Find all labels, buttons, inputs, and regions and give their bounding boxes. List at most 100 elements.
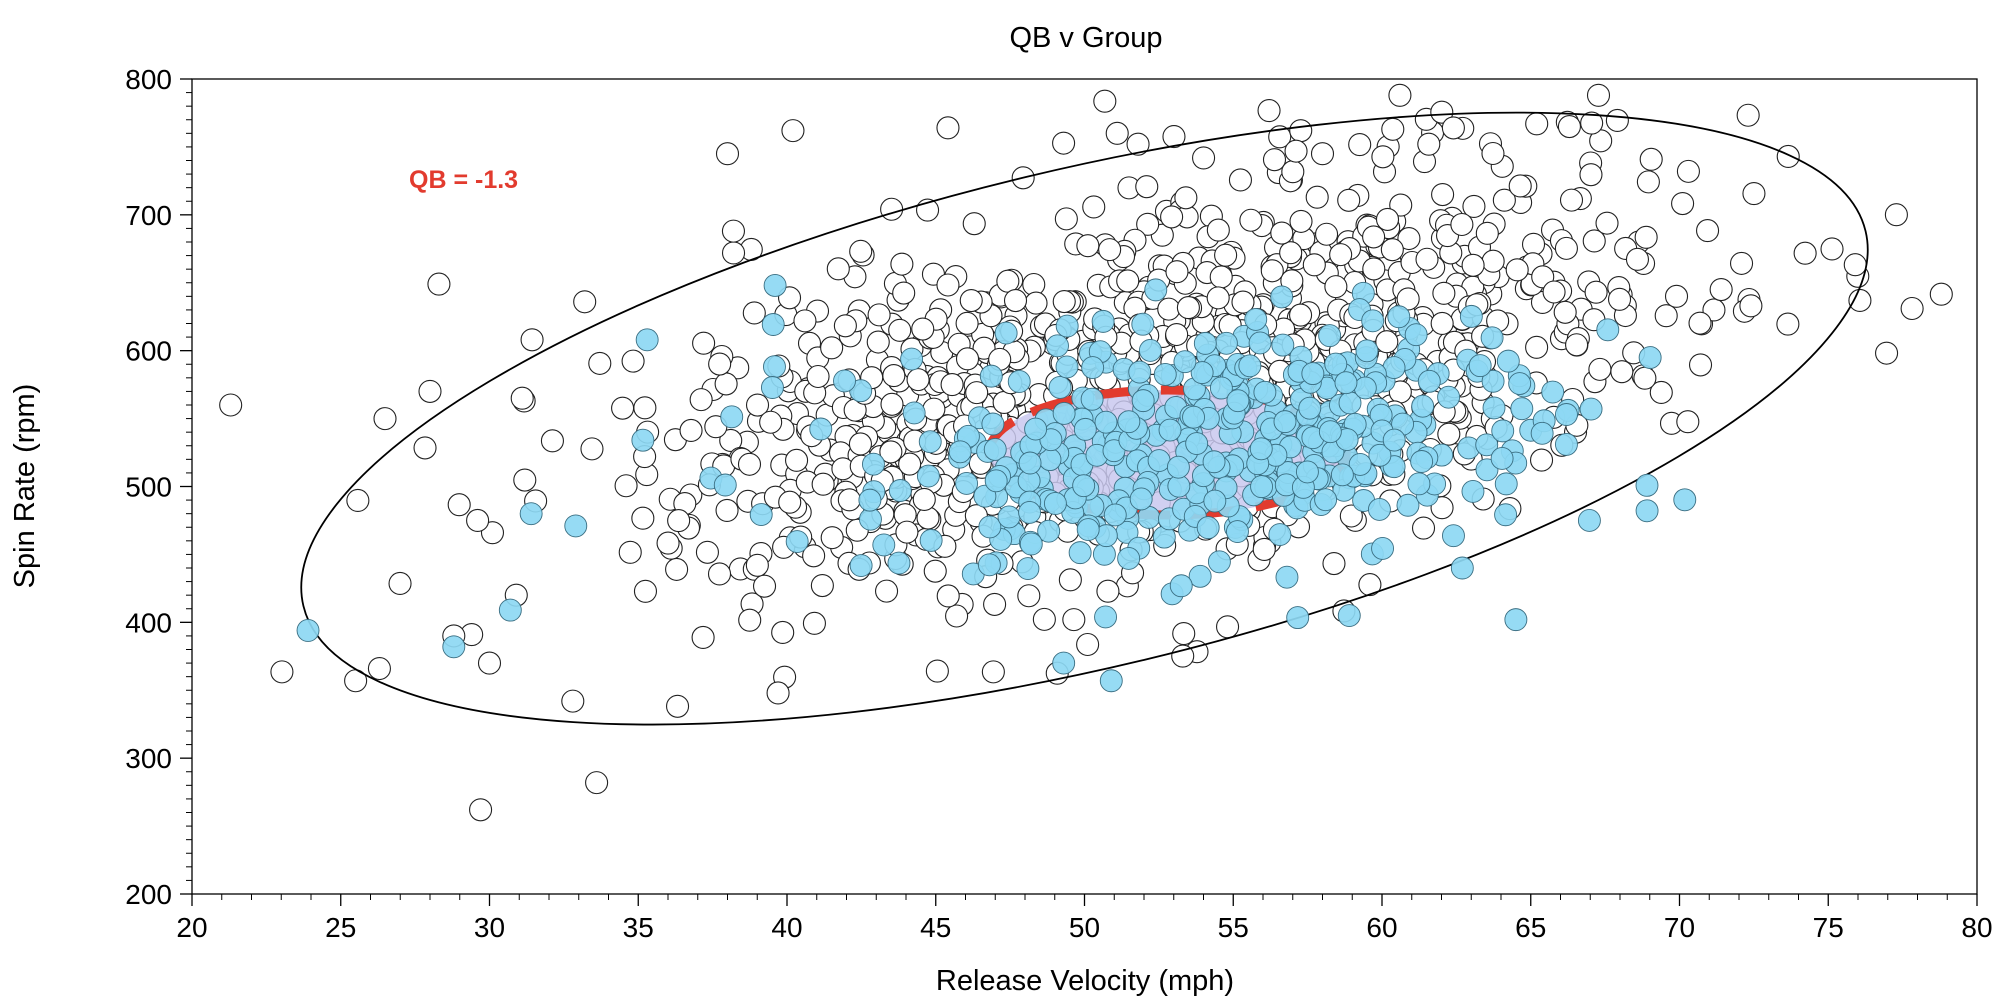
qb-point <box>763 355 786 379</box>
qb-point <box>1417 369 1441 393</box>
qb-point <box>1144 278 1168 302</box>
group-point <box>708 352 732 376</box>
group-point <box>875 579 899 603</box>
qb-point <box>1117 410 1141 434</box>
group-point <box>912 487 936 511</box>
group-point <box>656 531 680 555</box>
qb-point <box>1226 520 1249 544</box>
group-point <box>1676 159 1700 183</box>
qb-point <box>1554 403 1578 426</box>
qb-point <box>1249 437 1273 461</box>
group-point <box>1126 132 1150 156</box>
group-point <box>955 311 979 335</box>
qb-point <box>1103 503 1127 527</box>
qb-point <box>1496 349 1520 373</box>
group-point <box>1739 294 1763 318</box>
x-tick-label: 50 <box>1069 912 1100 943</box>
group-point <box>1776 144 1800 169</box>
x-tick-label: 35 <box>623 912 654 943</box>
qb-point <box>1494 472 1518 496</box>
group-point <box>1032 607 1056 631</box>
qb-point <box>994 321 1018 345</box>
group-point <box>1024 291 1048 315</box>
group-point <box>996 269 1020 293</box>
group-point <box>837 488 861 512</box>
qb-point <box>1508 372 1532 395</box>
qb-point <box>1268 523 1292 547</box>
y-tick-label: 700 <box>125 200 172 231</box>
qb-point <box>979 364 1003 388</box>
group-point <box>1052 131 1076 155</box>
qb-point <box>1541 380 1565 404</box>
group-point <box>469 798 493 822</box>
qb-point <box>1073 417 1097 441</box>
group-point <box>906 368 930 392</box>
group-point <box>1305 185 1329 209</box>
qb-point <box>1324 352 1348 376</box>
x-tick-label: 60 <box>1366 912 1397 943</box>
group-point <box>1542 280 1566 304</box>
qb-point <box>1510 397 1534 421</box>
qb-point <box>1459 304 1483 328</box>
group-point <box>1742 182 1766 206</box>
qb-point <box>1437 385 1461 409</box>
group-point <box>1096 579 1120 603</box>
group-point <box>1228 168 1252 192</box>
qb-point <box>1367 497 1391 521</box>
group-point <box>1430 311 1454 335</box>
group-point <box>270 660 294 684</box>
group-point <box>1289 119 1313 143</box>
group-point <box>965 381 989 405</box>
qb-point <box>1182 405 1205 429</box>
group-point <box>833 314 857 338</box>
qb-point <box>760 376 784 399</box>
plot-area <box>219 83 1953 822</box>
qb-point <box>1055 355 1079 379</box>
group-point <box>945 604 969 628</box>
group-point <box>1105 121 1129 145</box>
group-point <box>1389 193 1413 217</box>
group-point <box>1054 207 1078 231</box>
group-point <box>1430 496 1454 520</box>
qb-point <box>1355 339 1379 363</box>
group-point <box>510 386 534 410</box>
qb-point <box>1018 451 1042 475</box>
qb-point <box>1490 446 1514 470</box>
group-point <box>778 490 802 514</box>
group-point <box>1206 286 1230 310</box>
group-point <box>1329 243 1353 267</box>
group-point <box>513 468 537 492</box>
group-point <box>1529 448 1554 472</box>
group-point <box>633 579 658 603</box>
group-point <box>882 364 906 388</box>
group-point <box>1625 247 1650 271</box>
group-point <box>692 331 716 355</box>
group-point <box>447 493 471 517</box>
group-point <box>1098 238 1122 262</box>
group-point <box>1636 170 1660 194</box>
qb-point <box>916 464 940 488</box>
x-tick-label: 20 <box>176 912 207 943</box>
group-point <box>1462 194 1486 218</box>
qb-point <box>720 405 744 429</box>
qb-point <box>1248 331 1272 355</box>
group-point <box>665 557 689 581</box>
group-point <box>1582 229 1606 253</box>
group-point <box>752 574 777 598</box>
group-point <box>1302 253 1326 277</box>
group-point <box>1397 226 1421 251</box>
group-point <box>721 241 746 265</box>
group-point <box>1525 112 1549 136</box>
qb-point <box>1244 307 1268 331</box>
group-point <box>1362 257 1386 281</box>
group-point <box>585 771 609 795</box>
qb-point <box>1214 331 1238 355</box>
qb-point <box>1094 410 1118 434</box>
qb-point <box>1404 323 1428 347</box>
group-point <box>785 448 809 472</box>
group-point <box>1337 188 1361 212</box>
qb-point <box>1202 450 1226 474</box>
qb-point <box>1138 338 1162 362</box>
group-point <box>1884 203 1908 227</box>
group-point <box>766 681 790 705</box>
